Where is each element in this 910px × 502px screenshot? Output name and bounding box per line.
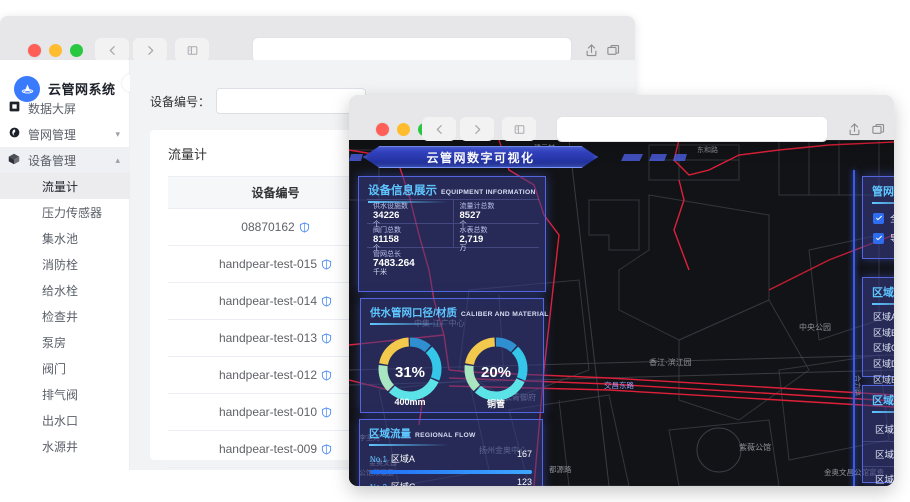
- svg-text:都源路: 都源路: [549, 464, 572, 474]
- svg-text:香江·滨江园: 香江·滨江园: [649, 357, 692, 367]
- svg-text:中央公园: 中央公园: [799, 322, 831, 332]
- svg-text:紫薇公馆: 紫薇公馆: [739, 442, 771, 452]
- svg-text:交昌东路: 交昌东路: [604, 380, 634, 390]
